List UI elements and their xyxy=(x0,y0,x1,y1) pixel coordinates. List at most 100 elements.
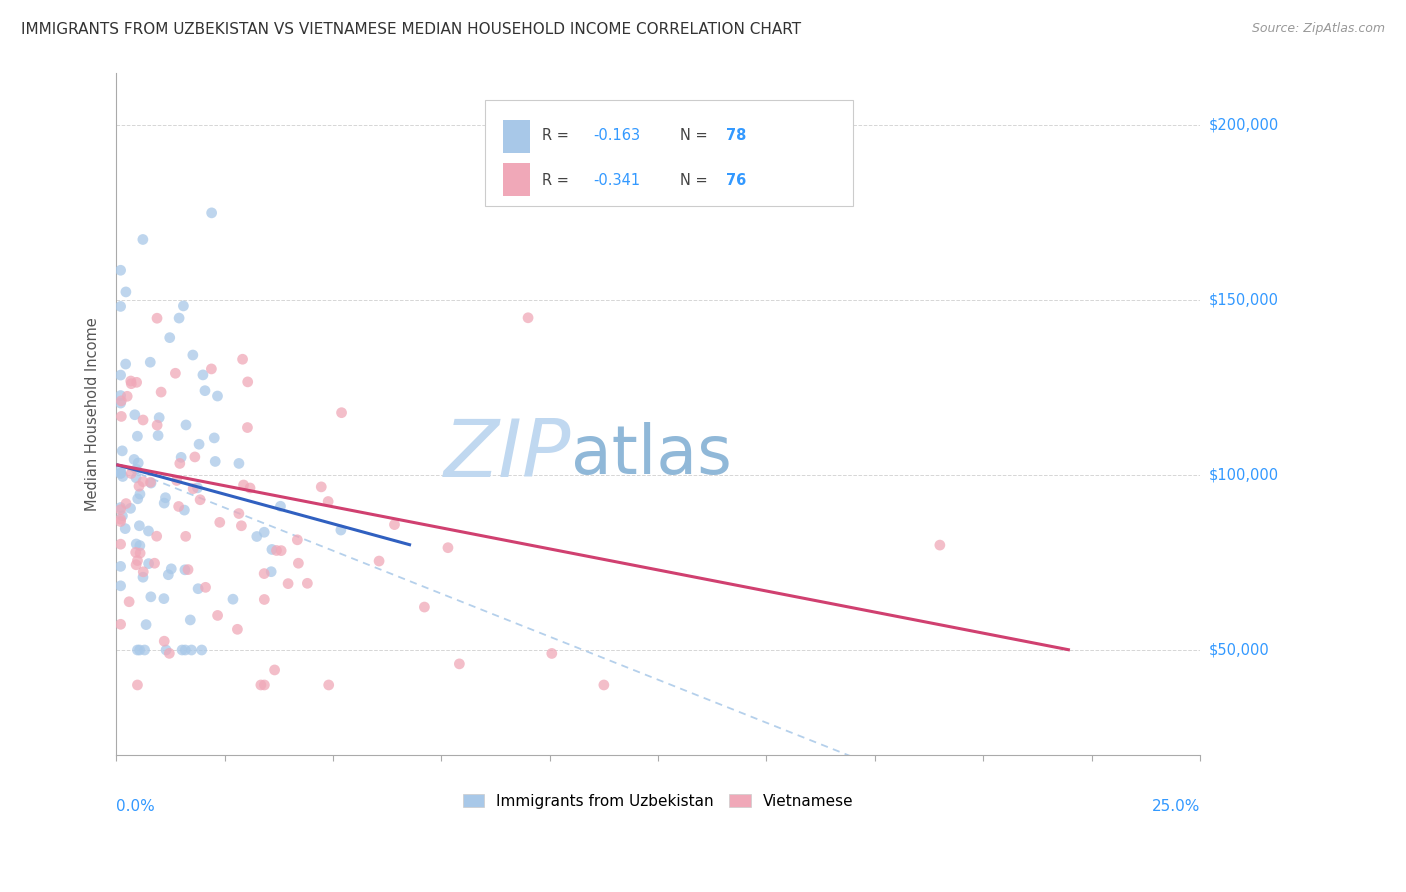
Point xyxy=(110,263,132,277)
Point xyxy=(153,591,176,606)
Point xyxy=(146,428,169,442)
Point xyxy=(160,562,183,576)
Point xyxy=(115,285,138,299)
Point xyxy=(132,570,155,584)
Point xyxy=(120,467,142,481)
Point xyxy=(174,417,197,432)
Point xyxy=(110,559,132,574)
Point xyxy=(127,678,149,692)
Text: 0.0%: 0.0% xyxy=(117,799,155,814)
Point xyxy=(110,396,132,410)
Point xyxy=(174,643,197,657)
Point xyxy=(110,512,132,526)
Text: $200,000: $200,000 xyxy=(1208,118,1278,133)
Point xyxy=(128,518,150,533)
Point xyxy=(517,310,540,325)
Point xyxy=(111,469,134,483)
Point xyxy=(138,524,160,538)
Point xyxy=(122,452,145,467)
Point xyxy=(127,456,149,470)
Text: N =: N = xyxy=(679,128,711,144)
Point xyxy=(110,467,132,481)
Point xyxy=(159,331,181,345)
Point xyxy=(540,647,562,661)
Point xyxy=(167,311,190,326)
Point xyxy=(150,385,173,400)
Point xyxy=(177,563,200,577)
Point xyxy=(125,462,148,476)
Point xyxy=(110,393,132,408)
Point xyxy=(184,450,207,464)
Point xyxy=(232,352,254,367)
Point xyxy=(155,643,177,657)
Point xyxy=(592,678,614,692)
Point xyxy=(129,487,152,501)
Point xyxy=(172,643,194,657)
Point xyxy=(260,565,283,579)
Point xyxy=(232,478,254,492)
Point xyxy=(270,543,292,558)
Y-axis label: Median Household Income: Median Household Income xyxy=(86,317,100,511)
Point xyxy=(329,523,352,537)
Point xyxy=(157,567,180,582)
Text: ZIP: ZIP xyxy=(444,416,571,494)
Point xyxy=(226,623,249,637)
Point xyxy=(208,516,231,530)
Point xyxy=(127,643,149,657)
Point xyxy=(128,479,150,493)
Text: 76: 76 xyxy=(727,172,747,187)
Point xyxy=(187,582,209,596)
Legend: Immigrants from Uzbekistan, Vietnamese: Immigrants from Uzbekistan, Vietnamese xyxy=(463,794,853,809)
Point xyxy=(114,357,136,371)
Point xyxy=(128,643,150,657)
Point xyxy=(139,355,162,369)
Point xyxy=(181,482,204,496)
FancyBboxPatch shape xyxy=(503,163,530,195)
Point xyxy=(125,545,148,559)
Point xyxy=(153,496,176,510)
Point xyxy=(194,580,217,594)
Point xyxy=(110,368,132,383)
Point xyxy=(181,348,204,362)
Text: $100,000: $100,000 xyxy=(1208,467,1278,483)
Point xyxy=(253,592,276,607)
Point xyxy=(202,431,225,445)
Text: -0.341: -0.341 xyxy=(593,172,640,187)
Point xyxy=(330,406,353,420)
Text: IMMIGRANTS FROM UZBEKISTAN VS VIETNAMESE MEDIAN HOUSEHOLD INCOME CORRELATION CHA: IMMIGRANTS FROM UZBEKISTAN VS VIETNAMESE… xyxy=(21,22,801,37)
Point xyxy=(111,443,134,458)
Point xyxy=(148,410,170,425)
Point xyxy=(253,566,276,581)
Point xyxy=(190,643,212,657)
Point xyxy=(228,457,250,471)
Point xyxy=(132,475,155,489)
Point xyxy=(250,678,273,692)
Point xyxy=(157,646,180,660)
Point xyxy=(231,518,253,533)
Point xyxy=(120,501,142,516)
Point xyxy=(153,634,176,648)
Point xyxy=(115,389,138,403)
Point xyxy=(114,522,136,536)
Point xyxy=(127,429,149,443)
Point xyxy=(139,476,162,491)
Point xyxy=(191,368,214,382)
Text: $150,000: $150,000 xyxy=(1208,293,1278,308)
Point xyxy=(125,376,148,390)
Point xyxy=(239,481,262,495)
Text: 78: 78 xyxy=(727,128,747,144)
Point xyxy=(188,492,211,507)
Point xyxy=(110,502,132,516)
Point xyxy=(132,565,155,579)
Point xyxy=(201,206,224,220)
Point xyxy=(311,480,333,494)
Point xyxy=(110,537,132,551)
Point xyxy=(145,529,167,543)
Point xyxy=(207,608,229,623)
Point xyxy=(118,595,141,609)
Point xyxy=(246,529,269,543)
Text: -0.163: -0.163 xyxy=(593,128,640,144)
Point xyxy=(172,299,194,313)
Point xyxy=(115,497,138,511)
Point xyxy=(236,420,259,434)
